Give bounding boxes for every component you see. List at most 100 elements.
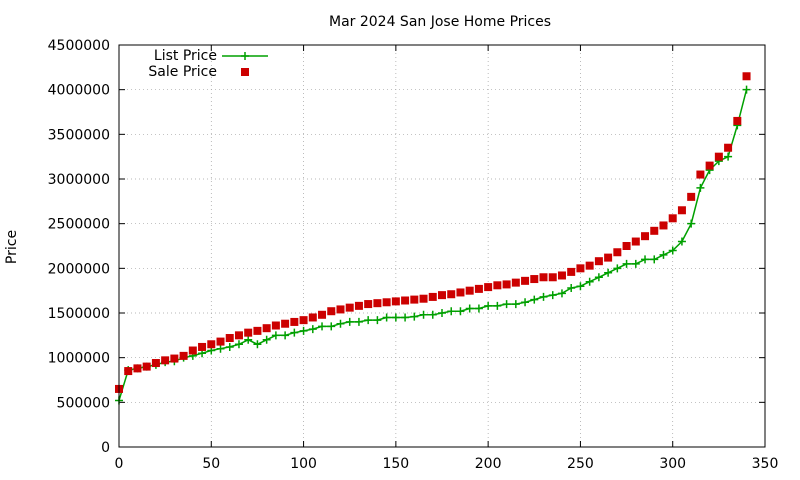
sale-price-point xyxy=(198,342,207,351)
sale-price-point xyxy=(465,286,474,295)
list-price-point xyxy=(502,300,511,309)
list-price-point xyxy=(308,325,317,334)
sale-price-point xyxy=(604,253,613,262)
sale-price-point xyxy=(410,295,419,304)
list-price-point xyxy=(687,219,696,228)
list-price-point xyxy=(484,301,493,310)
sale-price-point xyxy=(714,152,723,161)
list-price-point xyxy=(318,322,327,331)
sale-price-point xyxy=(659,221,668,230)
sale-price-point xyxy=(262,324,271,333)
chart-title: Mar 2024 San Jose Home Prices xyxy=(329,14,551,30)
y-axis-label: Price xyxy=(4,230,20,264)
sale-price-point xyxy=(281,319,290,328)
sale-price-point xyxy=(124,367,133,376)
sale-price-point xyxy=(576,264,585,273)
sale-price-point xyxy=(327,307,336,316)
plot-frame xyxy=(118,44,766,448)
y-axis-ticks: 0 500000 1000000 1500000 2000000 2500000 30000… xyxy=(48,38,765,456)
list-price-point xyxy=(557,289,566,298)
x-tick-label: 200 xyxy=(475,456,502,472)
sale-price-point xyxy=(594,257,603,266)
sale-price-point xyxy=(391,297,400,306)
sale-price-point xyxy=(299,316,308,325)
sale-price-point xyxy=(318,310,327,319)
list-price-point xyxy=(354,317,363,326)
sale-price-point xyxy=(613,248,622,257)
sale-price-point xyxy=(345,303,354,312)
sale-price-point xyxy=(733,116,742,125)
sale-price-point xyxy=(511,278,520,287)
y-tick-label: 1500000 xyxy=(48,306,110,322)
sale-price-point xyxy=(650,226,659,235)
list-price-point xyxy=(576,282,585,291)
sale-price-point xyxy=(567,267,576,276)
grid-lines xyxy=(119,45,765,447)
list-price-point xyxy=(677,237,686,246)
list-price-point xyxy=(327,322,336,331)
sale-price-point xyxy=(216,337,225,346)
sale-price-point xyxy=(687,192,696,201)
y-tick-label: 4000000 xyxy=(48,83,110,99)
y-tick-label: 1000000 xyxy=(48,351,110,367)
sale-price-point xyxy=(354,301,363,310)
x-tick-label: 250 xyxy=(567,456,594,472)
sale-price-point xyxy=(373,299,382,308)
legend-marker-sale-price xyxy=(241,68,249,76)
list-price-point xyxy=(539,292,548,301)
sale-price-point xyxy=(419,294,428,303)
list-price-point xyxy=(290,328,299,337)
series-sale-price xyxy=(115,72,751,393)
sale-price-point xyxy=(641,232,650,241)
sale-price-point xyxy=(364,300,373,309)
sale-price-point xyxy=(225,334,234,343)
x-tick-label: 150 xyxy=(382,456,409,472)
sale-price-point xyxy=(382,298,391,307)
sale-price-point xyxy=(438,291,446,300)
list-price-point xyxy=(262,335,271,344)
sale-price-point xyxy=(474,284,483,293)
list-price-point xyxy=(456,307,465,316)
sale-price-point xyxy=(179,351,188,360)
list-price-point xyxy=(585,277,594,286)
y-tick-label: 2500000 xyxy=(48,217,110,233)
sale-price-point xyxy=(539,273,548,282)
list-price-point xyxy=(511,300,520,309)
list-price-point xyxy=(419,310,428,319)
list-price-point xyxy=(225,342,234,351)
sale-price-point xyxy=(484,283,493,292)
list-price-point xyxy=(613,264,622,273)
list-price-point xyxy=(594,273,603,282)
sale-price-point xyxy=(502,280,511,289)
list-price-point xyxy=(650,255,659,264)
list-price-point xyxy=(668,246,677,255)
list-price-point xyxy=(742,85,751,94)
list-price-line xyxy=(118,89,748,401)
sale-price-point xyxy=(668,214,677,223)
y-tick-label: 4500000 xyxy=(48,38,110,54)
list-price-point xyxy=(364,316,373,325)
sale-price-point xyxy=(585,261,594,270)
list-price-point xyxy=(401,313,410,322)
legend: List Price Sale Price xyxy=(148,48,268,80)
sale-price-point xyxy=(493,281,502,290)
list-price-point xyxy=(216,344,225,353)
y-tick-label: 3500000 xyxy=(48,127,110,143)
list-price-point xyxy=(271,331,280,340)
series-list-price xyxy=(115,85,751,405)
x-tick-label: 100 xyxy=(290,456,317,472)
list-price-point xyxy=(521,298,530,307)
x-tick-label: 350 xyxy=(752,456,779,472)
legend-label-list-price: List Price xyxy=(154,48,217,64)
x-tick-label: 0 xyxy=(115,456,124,472)
list-price-point xyxy=(604,268,613,277)
sale-price-point xyxy=(447,290,456,299)
sale-price-point xyxy=(521,276,530,285)
list-price-point xyxy=(548,291,557,300)
list-price-point xyxy=(382,313,391,322)
list-price-point xyxy=(428,310,437,319)
x-tick-label: 50 xyxy=(202,456,220,472)
sale-price-point xyxy=(548,273,557,282)
sale-price-point xyxy=(428,292,437,301)
